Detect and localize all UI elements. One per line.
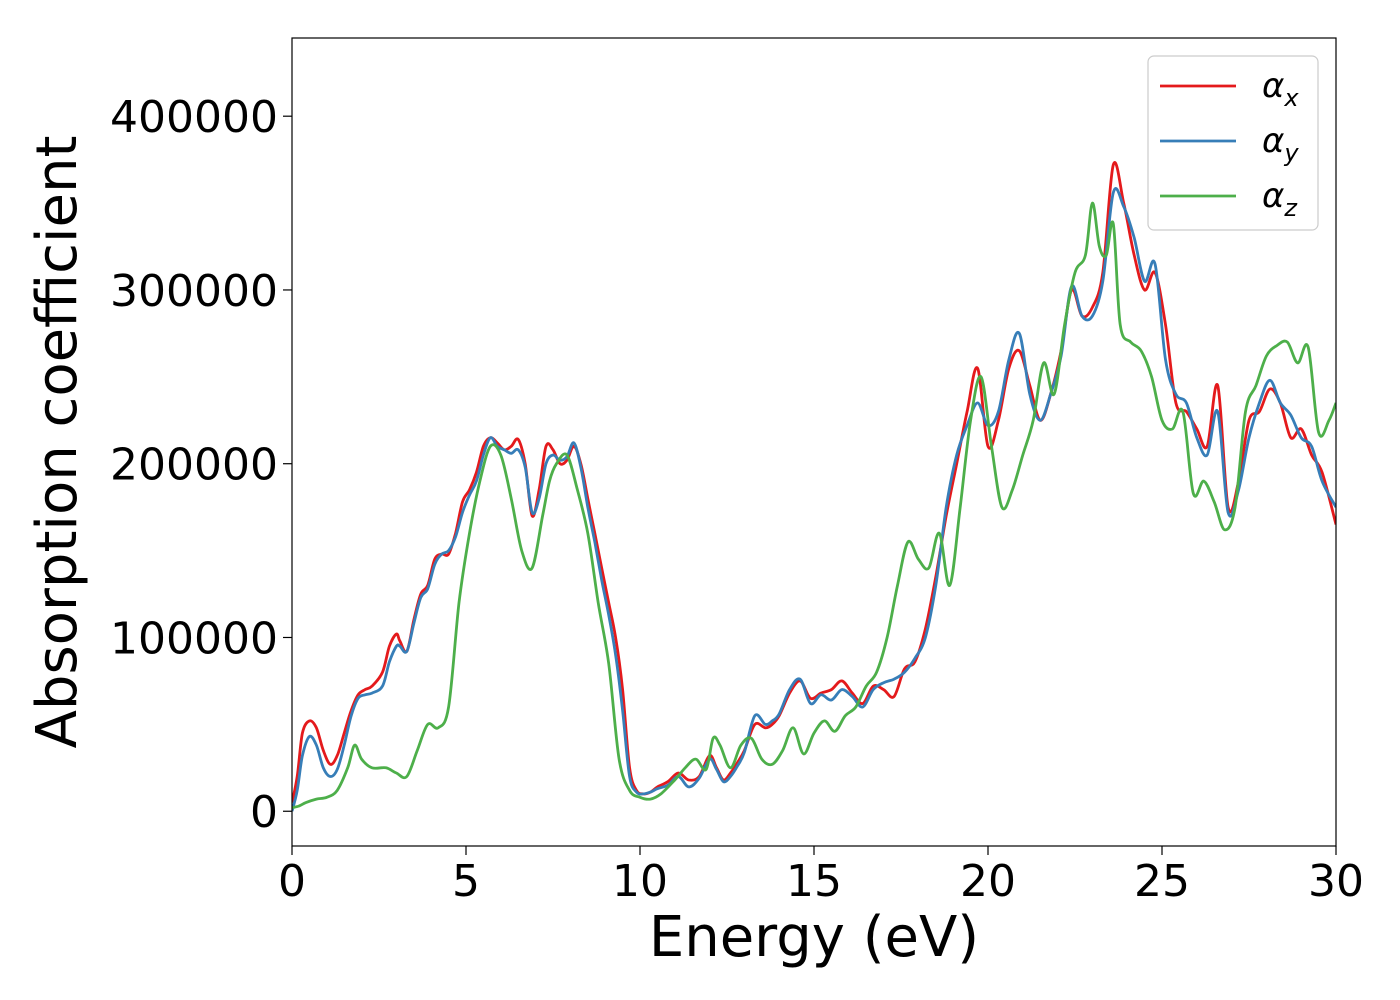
x-axis-title: Energy (eV) bbox=[649, 905, 979, 970]
x-tick-label: 10 bbox=[612, 856, 668, 907]
series-layer bbox=[292, 163, 1336, 812]
y-tick-label: 0 bbox=[250, 787, 278, 838]
series-line-alpha-z bbox=[292, 203, 1336, 808]
x-tick-label: 15 bbox=[786, 856, 842, 907]
x-tick-label: 5 bbox=[452, 856, 480, 907]
x-tick-label: 0 bbox=[278, 856, 306, 907]
y-tick-label: 300000 bbox=[110, 266, 278, 317]
y-tick-label: 100000 bbox=[110, 613, 278, 664]
y-tick-label: 400000 bbox=[110, 92, 278, 143]
series-line-alpha-y bbox=[292, 188, 1336, 811]
x-tick-label: 30 bbox=[1308, 856, 1364, 907]
x-axis-ticks: 0 5 10 15 20 25 30 bbox=[278, 846, 1364, 907]
y-axis-title: Absorption coefficient bbox=[25, 136, 90, 749]
x-tick-label: 20 bbox=[960, 856, 1016, 907]
y-axis-ticks: 0 100000 200000 300000 400000 bbox=[110, 92, 292, 838]
x-tick-label: 25 bbox=[1134, 856, 1190, 907]
y-tick-label: 200000 bbox=[110, 440, 278, 491]
